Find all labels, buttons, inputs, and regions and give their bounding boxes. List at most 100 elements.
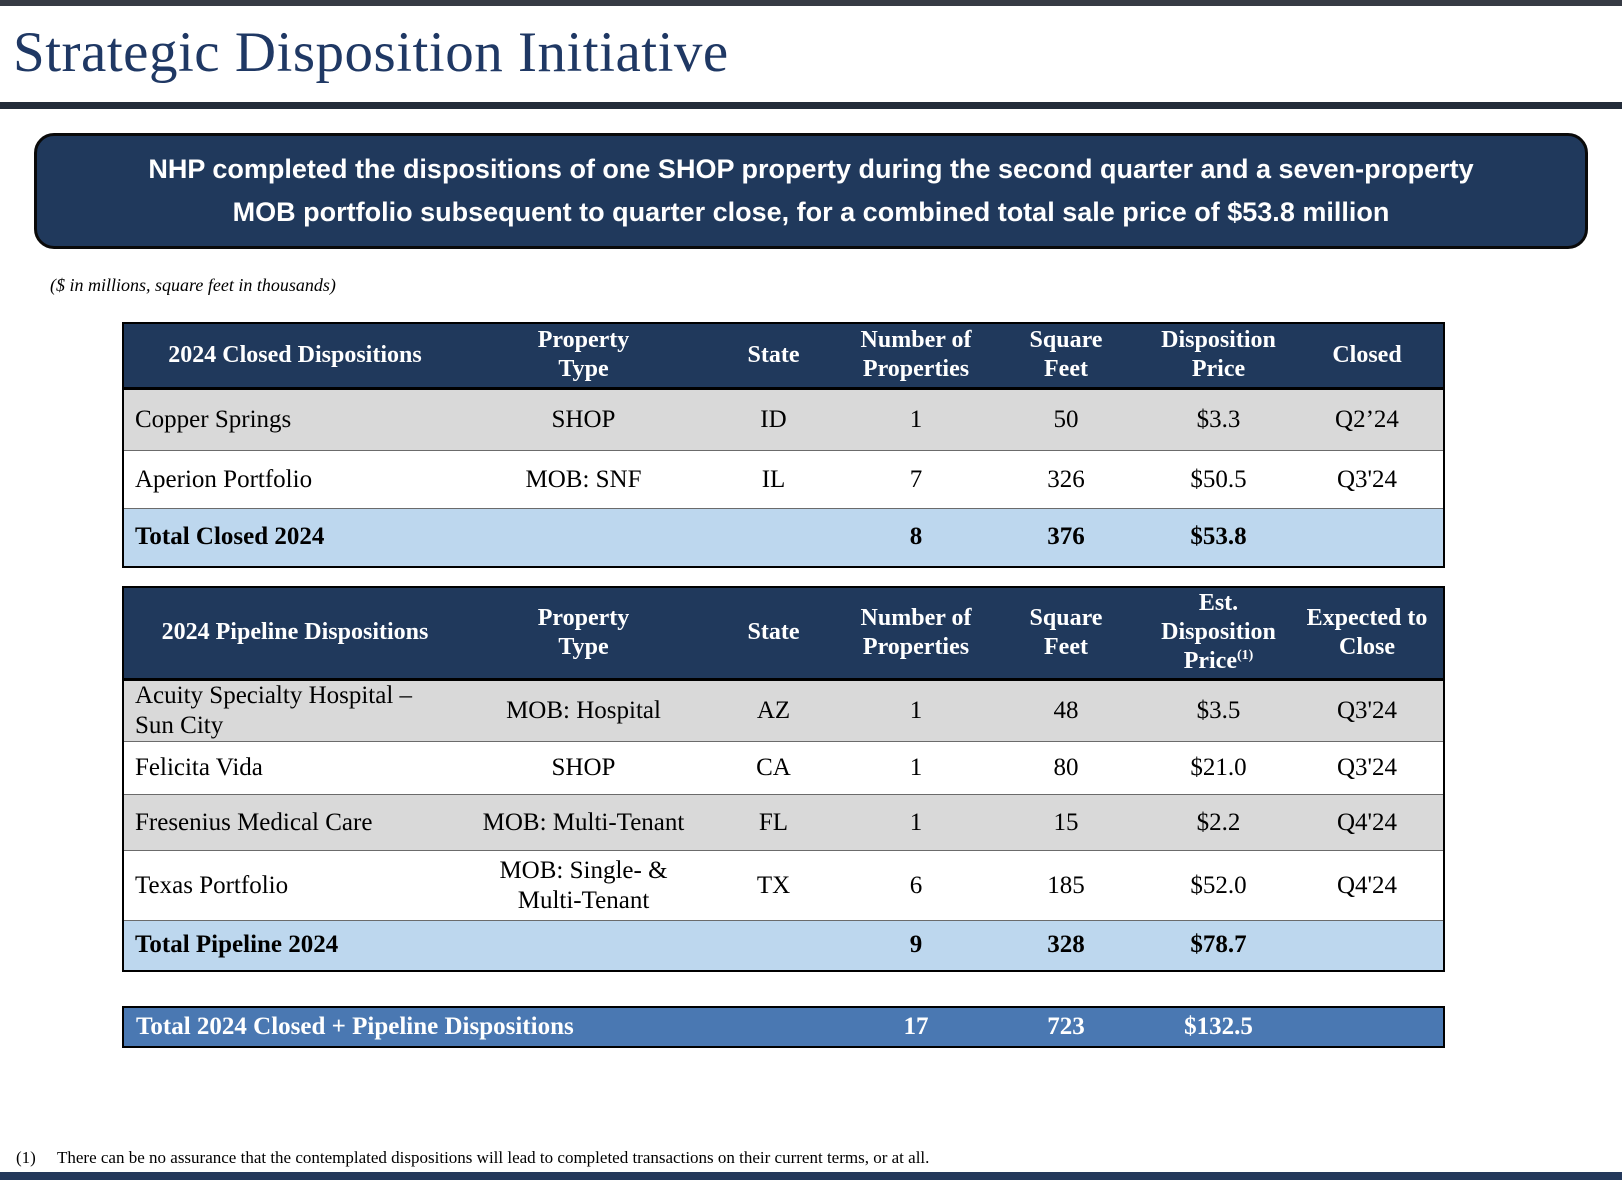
closed-table-header-row: 2024 Closed Dispositions Property Type S…	[123, 322, 1444, 391]
cell-closed-quarter: Q2’24	[1335, 406, 1399, 434]
table-row-felicita-vida: Felicita Vida SHOP CA 1 80 $21.0 Q3'24	[123, 741, 1444, 795]
cell-grand-total-number-of-properties: 17	[846, 1006, 986, 1047]
total-pipeline-row: Total Pipeline 2024 9 328 $78.7	[123, 920, 1444, 971]
cell-square-feet: 80	[1053, 754, 1079, 782]
top-border-bar	[0, 0, 1622, 6]
banner-line-2: MOB portfolio subsequent to quarter clos…	[232, 196, 1390, 227]
cell-state: CA	[756, 754, 791, 782]
cell-property-name: Texas Portfolio	[135, 871, 289, 899]
column-header-square-feet: Square Feet	[986, 322, 1146, 391]
cell-total-label: Total Closed 2024	[135, 523, 325, 551]
cell-disposition-price: $3.3	[1196, 406, 1241, 434]
column-header-number-of-properties: Number of Properties	[846, 586, 986, 682]
cell-est-disposition-price: $3.5	[1196, 697, 1241, 725]
column-header-2024-pipeline-dispositions: 2024 Pipeline Dispositions	[123, 586, 466, 682]
footnote-marker: (1)	[16, 1148, 36, 1167]
banner-line-1: NHP completed the dispositions of one SH…	[148, 153, 1474, 184]
column-header-est-disposition-price: Est. Disposition Price(1)	[1146, 586, 1291, 682]
cell-closed-quarter: Q3'24	[1336, 465, 1398, 493]
column-header-property-type: Property Type	[466, 322, 701, 391]
title-divider	[0, 101, 1622, 109]
page-title: Strategic Disposition Initiative	[13, 21, 729, 84]
cell-total-est-disposition-price: $78.7	[1190, 931, 1247, 959]
cell-property-type: MOB: Hospital	[506, 697, 661, 725]
column-header-square-feet: Square Feet	[986, 586, 1146, 682]
cell-property-type: SHOP	[551, 406, 616, 434]
cell-total-square-feet: 328	[1047, 931, 1085, 959]
cell-grand-total-square-feet: 723	[986, 1006, 1146, 1047]
cell-number-of-properties: 1	[909, 754, 923, 782]
cell-expected-close-quarter: Q3'24	[1336, 754, 1398, 782]
column-header-number-of-properties: Number of Properties	[846, 322, 986, 391]
cell-state: TX	[756, 871, 791, 899]
table-row-aperion-portfolio: Aperion Portfolio MOB: SNF IL 7 326 $50.…	[123, 450, 1444, 509]
column-header-2024-closed-dispositions: 2024 Closed Dispositions	[123, 322, 466, 391]
cell-expected-close-quarter: Q4'24	[1336, 808, 1398, 836]
table-row-fresenius-medical-care: Fresenius Medical Care MOB: Multi-Tenant…	[123, 794, 1444, 851]
cell-total-number-of-properties: 8	[909, 523, 923, 551]
cell-empty	[1291, 509, 1444, 567]
cell-total-square-feet: 376	[1047, 523, 1085, 551]
cell-est-disposition-price: $2.2	[1196, 808, 1241, 836]
cell-property-type: MOB: Single- & Multi-Tenant	[499, 856, 668, 914]
cell-expected-close-quarter: Q3'24	[1336, 697, 1398, 725]
bottom-border-bar	[0, 1172, 1622, 1180]
cell-square-feet: 185	[1047, 871, 1085, 899]
column-header-state: State	[701, 322, 846, 391]
cell-total-disposition-price: $53.8	[1190, 523, 1247, 551]
cell-property-type: MOB: Multi-Tenant	[482, 808, 685, 836]
cell-property-type: SHOP	[551, 754, 616, 782]
summary-banner: NHP completed the dispositions of one SH…	[34, 132, 1588, 249]
cell-empty	[701, 509, 846, 567]
table-row-texas-portfolio: Texas Portfolio MOB: Single- & Multi-Ten…	[123, 850, 1444, 921]
units-note: ($ in millions, square feet in thousands…	[50, 274, 336, 295]
cell-property-type: MOB: SNF	[525, 465, 642, 493]
cell-state: ID	[760, 406, 787, 434]
table-row-acuity-specialty-hospital: Acuity Specialty Hospital – Sun City MOB…	[123, 679, 1444, 742]
cell-property-name: Felicita Vida	[135, 754, 263, 782]
cell-property-name: Fresenius Medical Care	[135, 808, 373, 836]
pipeline-dispositions-table: 2024 Pipeline Dispositions Property Type…	[122, 585, 1445, 972]
est-disposition-price-label: Est. Disposition Price	[1161, 589, 1276, 675]
cell-property-name: Acuity Specialty Hospital – Sun City	[135, 682, 413, 740]
cell-state: AZ	[756, 697, 791, 725]
cell-number-of-properties: 7	[909, 465, 923, 493]
cell-state: IL	[761, 465, 786, 493]
cell-empty	[1291, 1006, 1444, 1047]
cell-state: FL	[758, 808, 789, 836]
footnote: (1) There can be no assurance that the co…	[16, 1148, 929, 1168]
closed-dispositions-table: 2024 Closed Dispositions Property Type S…	[122, 321, 1445, 568]
pipeline-table-header-row: 2024 Pipeline Dispositions Property Type…	[123, 586, 1444, 682]
cell-grand-total-price: $132.5	[1146, 1006, 1291, 1047]
cell-property-name: Aperion Portfolio	[135, 465, 313, 493]
column-header-expected-to-close: Expected to Close	[1291, 586, 1444, 682]
total-closed-row: Total Closed 2024 8 376 $53.8	[123, 508, 1444, 567]
column-header-state: State	[701, 586, 846, 682]
cell-square-feet: 48	[1053, 697, 1079, 725]
cell-est-disposition-price: $52.0	[1190, 871, 1247, 899]
cell-square-feet: 15	[1053, 808, 1079, 836]
grand-total-row: Total 2024 Closed + Pipeline Disposition…	[123, 1006, 1444, 1047]
cell-number-of-properties: 6	[909, 871, 923, 899]
cell-grand-total-label: Total 2024 Closed + Pipeline Disposition…	[123, 1006, 846, 1047]
cell-total-number-of-properties: 9	[909, 931, 923, 959]
footnote-text: There can be no assurance that the conte…	[57, 1148, 930, 1167]
cell-est-disposition-price: $21.0	[1190, 754, 1247, 782]
cell-number-of-properties: 1	[909, 406, 923, 434]
cell-empty	[1291, 921, 1444, 971]
cell-number-of-properties: 1	[909, 808, 923, 836]
cell-number-of-properties: 1	[909, 697, 923, 725]
cell-disposition-price: $50.5	[1190, 465, 1247, 493]
cell-empty	[701, 921, 846, 971]
cell-square-feet: 326	[1047, 465, 1085, 493]
column-header-disposition-price: Disposition Price	[1146, 322, 1291, 391]
table-row-copper-springs: Copper Springs SHOP ID 1 50 $3.3 Q2’24	[123, 388, 1444, 451]
cell-total-label: Total Pipeline 2024	[135, 931, 339, 959]
cell-empty	[466, 921, 701, 971]
cell-empty	[466, 509, 701, 567]
column-header-closed: Closed	[1291, 322, 1444, 391]
cell-expected-close-quarter: Q4'24	[1336, 871, 1398, 899]
cell-property-name: Copper Springs	[135, 406, 292, 434]
footnote-reference-superscript: (1)	[1236, 648, 1254, 664]
column-header-property-type: Property Type	[466, 586, 701, 682]
